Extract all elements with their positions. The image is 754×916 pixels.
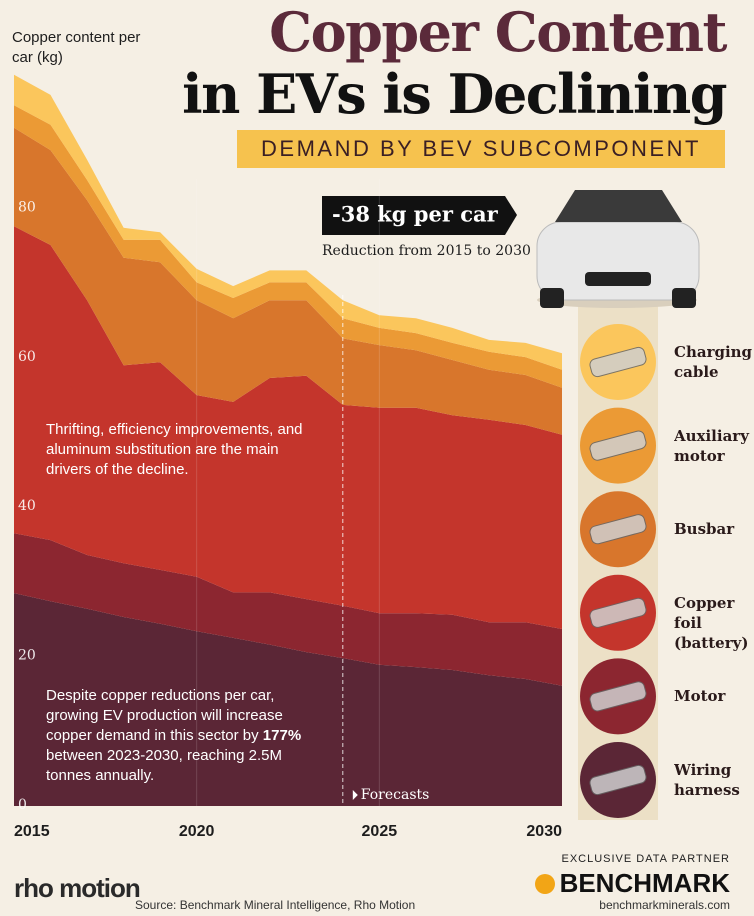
note-highlight: 177% — [262, 727, 302, 744]
legend-label: Motor — [674, 687, 726, 706]
note: Despite copper reductions per car, growi… — [46, 686, 318, 786]
source: Source: Benchmark Mineral Intelligence, … — [135, 898, 415, 912]
partner-label: EXCLUSIVE DATA PARTNER — [561, 853, 730, 865]
legend-label: Copper foil (battery) — [674, 593, 749, 652]
plot: Forecasts 0 20 40 60 80 2015 2020 2025 2030 — [14, 74, 562, 840]
forecast-label: Forecasts — [361, 787, 430, 803]
legend-icon — [589, 430, 647, 461]
y-tick-label: 80 — [18, 199, 36, 215]
logo: rho motion — [14, 873, 140, 903]
note-text: between 2023-2030, reaching 2.5M tonnes … — [46, 747, 283, 784]
note: Thrifting, efficiency improvements, and … — [46, 421, 303, 478]
legend-icon — [589, 346, 647, 378]
legend-icon — [589, 597, 647, 628]
callout: -38 kg per car — [332, 202, 499, 227]
legend-label: Wiring harness — [674, 761, 740, 799]
callout-note: Reduction from 2015 to 2030 — [322, 243, 531, 259]
area — [14, 226, 562, 630]
y-tick-label: 40 — [18, 498, 36, 514]
legend-icon — [589, 514, 647, 545]
area — [14, 105, 562, 388]
partner: BENCHMARK — [560, 868, 731, 898]
callout-box — [322, 196, 517, 235]
note-text: Despite copper reductions per car, growi… — [46, 687, 283, 744]
car — [536, 190, 700, 308]
x-tick-label: 2015 — [14, 823, 50, 840]
subtitle: DEMAND BY BEV SUBCOMPONENT — [237, 130, 725, 168]
forecast-arrow — [352, 790, 358, 800]
area — [14, 593, 562, 806]
partner-icon — [535, 874, 555, 894]
area — [14, 533, 562, 686]
y-axis-label: Copper content per car (kg) — [12, 29, 141, 66]
legend-icon — [589, 681, 647, 712]
x-tick-label: 2030 — [526, 823, 562, 840]
partner-url: benchmarkminerals.com — [599, 898, 730, 912]
title-line-2: in EVs is Declining — [182, 62, 727, 126]
x-tick-label: 2025 — [362, 823, 398, 840]
legend-label: Auxiliary motor — [674, 426, 749, 465]
legend-label: Charging cable — [674, 343, 753, 381]
y-tick-label: 0 — [18, 797, 27, 813]
legend-icon — [589, 764, 647, 796]
y-tick-label: 60 — [18, 349, 36, 365]
area — [14, 127, 562, 435]
title-line-1: Copper Content — [269, 0, 727, 64]
y-tick-label: 20 — [18, 648, 36, 664]
x-tick-label: 2020 — [179, 823, 215, 840]
legend — [580, 324, 656, 818]
legend-label: Busbar — [674, 520, 735, 539]
